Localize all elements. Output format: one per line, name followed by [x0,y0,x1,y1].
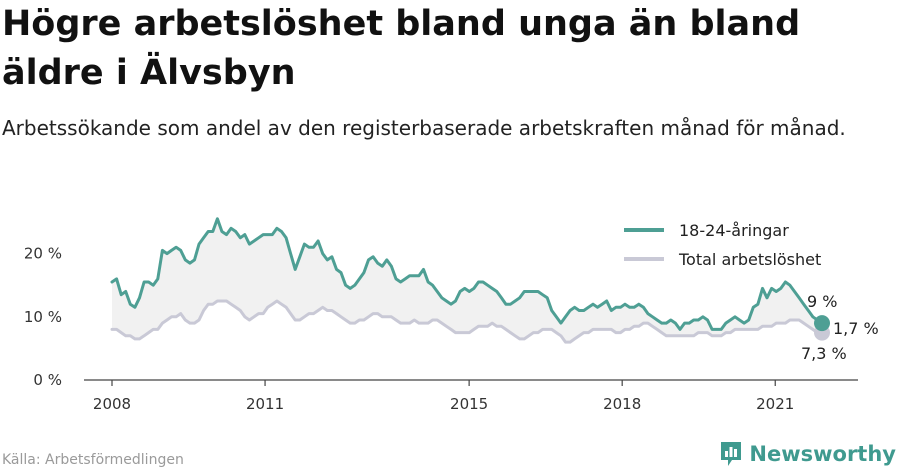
end-point-youth [814,315,830,332]
x-tick-label: 2018 [603,395,641,413]
series-line-total [110,299,829,344]
page-title: Högre arbetslöshet bland unga än bland ä… [2,4,801,93]
end-value-label: 1,7 % [833,319,879,338]
bar-chart-logo-icon [721,442,742,466]
x-tick-label: 2015 [450,395,488,413]
x-tick-label: 2011 [246,395,284,413]
end-label-layer: 9 % 1,7 % 7,3 % [801,292,879,363]
series-line-layer [110,217,830,344]
y-tick-label: 10 % [24,308,62,326]
series-line-youth [110,217,824,331]
legend-label: Total arbetslöshet [678,250,821,269]
end-value-label: 9 % [807,292,837,311]
page-subtitle: Arbetssökande som andel av den registerb… [2,116,846,140]
x-tick-label: 2021 [756,395,794,413]
end-value-label: 7,3 % [801,344,847,363]
y-tick-label: 20 % [24,245,62,263]
brand-logo: Newsworthy [719,440,896,468]
brand-name: Newsworthy [749,442,896,466]
legend: 18-24-åringar Total arbetslöshet [624,221,821,269]
legend-label: 18-24-åringar [679,221,789,240]
axis-layer: 0 % 10 % 20 % 2008 2011 2015 2018 2021 [24,245,858,413]
source-note: Källa: Arbetsförmedlingen [2,452,184,468]
y-tick-label: 0 % [33,371,62,389]
x-tick-label: 2008 [93,395,131,413]
